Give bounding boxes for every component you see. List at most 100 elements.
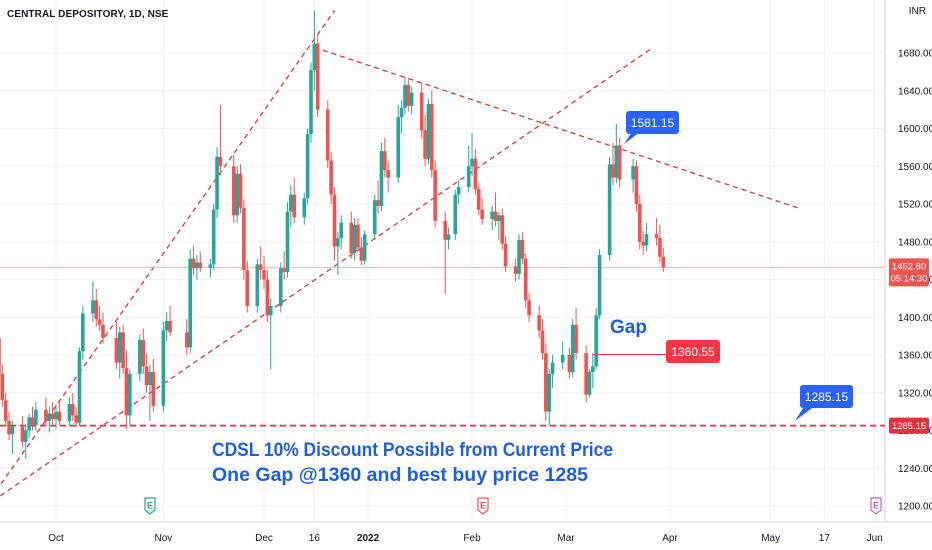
candle-body	[443, 220, 448, 240]
candle-body	[168, 321, 172, 333]
earnings-marker[interactable]	[477, 497, 489, 515]
candle-body	[24, 430, 28, 442]
candle-body	[258, 264, 263, 271]
candle-body	[292, 194, 297, 218]
candle-body	[550, 362, 555, 374]
candle-body	[661, 256, 666, 268]
gap-label: Gap	[610, 317, 647, 338]
trendline-upper-channel[interactable]	[0, 10, 336, 506]
candle-body	[527, 300, 531, 316]
candle-body	[520, 239, 525, 259]
candle-body	[198, 262, 203, 269]
x-tick-label: 2022	[357, 533, 380, 544]
x-tick-label: Oct	[48, 533, 64, 544]
candle-body	[336, 237, 340, 247]
candle-body	[255, 264, 260, 306]
candle-body	[235, 173, 239, 216]
candle-body	[470, 158, 474, 167]
candle-body	[356, 224, 360, 248]
candle-body	[265, 279, 270, 316]
x-tick-label: Apr	[662, 533, 678, 544]
y-tick-label: 1600.00	[898, 124, 932, 135]
candle-body	[419, 92, 424, 131]
gap-callout[interactable]	[666, 340, 720, 363]
candle-body	[490, 211, 494, 220]
candle-body	[540, 330, 545, 354]
candle-body	[268, 305, 273, 316]
currency-label[interactable]: INR	[908, 6, 926, 17]
x-tick-label: May	[761, 533, 780, 544]
y-tick-label: 1640.00	[898, 86, 932, 97]
candle-body	[161, 330, 166, 406]
candle-body	[429, 103, 434, 171]
candle-body	[285, 211, 290, 272]
candle-body	[20, 426, 25, 442]
candle-body	[121, 332, 125, 369]
candle-body	[456, 187, 461, 195]
candle-body	[77, 351, 82, 423]
candle-body	[386, 170, 390, 178]
candle-body	[584, 353, 588, 395]
candle-body	[279, 268, 283, 306]
candle-body	[570, 324, 575, 372]
y-tick-label: 1360.00	[898, 351, 932, 362]
candle-body	[493, 211, 498, 221]
candle-body	[641, 241, 645, 246]
candle-body	[188, 258, 193, 348]
candle-body	[7, 421, 11, 435]
candle-body	[379, 151, 384, 206]
x-tick-label: 17	[819, 533, 831, 544]
candle-body	[544, 353, 548, 412]
peak-callout-tail	[624, 132, 640, 144]
candle-body	[396, 117, 401, 178]
earnings-marker[interactable]	[144, 497, 156, 515]
candle-body	[148, 371, 152, 386]
candle-body	[232, 166, 236, 216]
candle-body	[332, 194, 337, 247]
trendline-lower-channel[interactable]	[0, 46, 654, 506]
candle-body	[101, 324, 105, 339]
candle-body	[423, 130, 427, 159]
earnings-marker[interactable]	[870, 497, 882, 515]
candle-body	[262, 270, 266, 280]
candle-body	[634, 166, 639, 204]
candle-body	[594, 315, 598, 367]
candle-body	[315, 43, 320, 110]
y-tick-label: 1560.00	[898, 162, 932, 173]
annotation-line-1: CDSL 10% Discount Possible from Current …	[212, 439, 613, 461]
candle-body	[242, 207, 246, 271]
gap-callout-value: 1360.55	[671, 345, 715, 359]
candle-body	[218, 156, 223, 167]
candle-body	[0, 373, 5, 401]
candle-body	[480, 209, 484, 220]
candle-body	[349, 222, 354, 254]
candle-body	[560, 355, 565, 363]
candle-body	[302, 198, 307, 218]
candle-body	[3, 400, 8, 422]
candle-body	[215, 156, 219, 210]
x-tick-label: Jun	[867, 533, 883, 544]
x-tick-label: Nov	[154, 533, 172, 544]
candle-body	[81, 313, 85, 352]
candle-body	[70, 404, 75, 416]
candle-body	[433, 170, 437, 221]
candle-body	[151, 371, 156, 406]
candle-body	[587, 371, 592, 395]
candle-body	[34, 409, 38, 425]
trendline-descending-resistance[interactable]	[314, 46, 798, 209]
earnings-marker-label: E	[147, 501, 153, 511]
candle-body	[128, 373, 132, 416]
candle-body	[289, 194, 293, 212]
support-callout[interactable]	[800, 385, 853, 408]
candle-body	[30, 417, 35, 425]
x-tick-label: Dec	[255, 533, 273, 544]
support-level-badge	[889, 417, 929, 434]
candle-body	[513, 266, 518, 274]
candle-body	[117, 332, 122, 363]
candle-body	[282, 268, 286, 272]
last-price-badge	[889, 258, 929, 287]
candle-body	[94, 300, 99, 320]
peak-callout[interactable]	[626, 111, 679, 134]
candle-body	[359, 247, 364, 261]
